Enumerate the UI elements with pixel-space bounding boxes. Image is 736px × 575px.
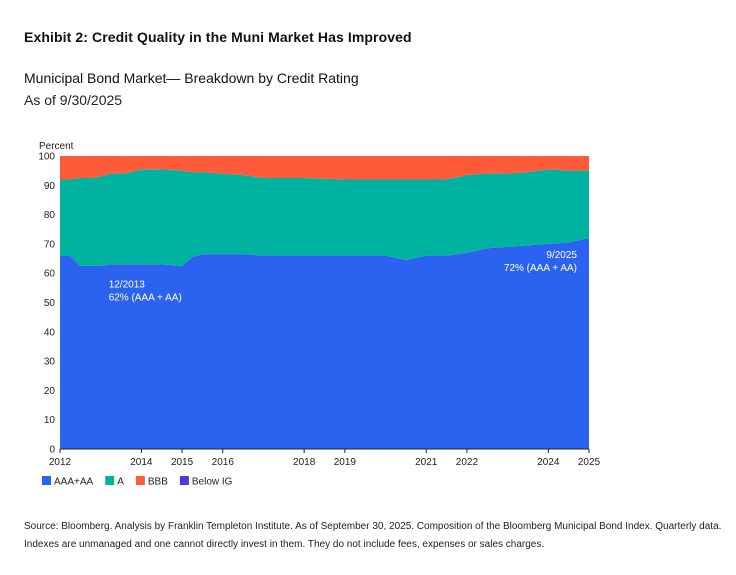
area-series-group: [60, 156, 589, 449]
exhibit-title: Exhibit 2: Credit Quality in the Muni Ma…: [24, 29, 412, 45]
annotation-value-0: 62% (AAA + AA): [109, 292, 182, 303]
x-tick-label: 2021: [415, 457, 438, 468]
chart-subtitle: As of 9/30/2025: [24, 92, 123, 108]
y-tick-label: 70: [44, 239, 56, 250]
annotation-date-1: 9/2025: [546, 250, 577, 261]
y-tick-label: 20: [44, 386, 56, 397]
x-tick-label: 2016: [212, 457, 235, 468]
credit-rating-area-chart: Percent 0 10 20 30 40 50 60 70 80 90 100 2012 2014 201…: [38, 141, 600, 488]
legend-swatch-2: [135, 476, 145, 485]
annotation-value-1: 72% (AAA + AA): [504, 263, 577, 274]
legend: AAA+AA A BBB Below IG: [42, 476, 233, 488]
x-tick-label: 2012: [49, 457, 72, 468]
y-tick-label: 0: [49, 445, 55, 456]
x-tick-label: 2019: [334, 457, 357, 468]
area-series-2: [60, 156, 589, 180]
y-tick-label: 100: [38, 152, 55, 163]
annotation-date-0: 12/2013: [109, 279, 146, 290]
annotations-group: 12/2013 62% (AAA + AA) 9/2025 72% (AAA + AA…: [109, 250, 578, 303]
legend-swatch-1: [105, 476, 115, 485]
x-tick-label: 2022: [456, 457, 479, 468]
area-series-0: [60, 238, 589, 449]
x-tick-label: 2018: [293, 457, 316, 468]
y-tick-label: 10: [44, 415, 56, 426]
y-axis-label: Percent: [39, 141, 74, 152]
y-tick-label: 90: [44, 181, 56, 192]
area-series-1: [60, 169, 589, 266]
x-tick-label: 2015: [171, 457, 194, 468]
x-tick-label: 2014: [130, 457, 153, 468]
legend-label-3: Below IG: [192, 477, 233, 488]
y-tick-label: 50: [44, 298, 56, 309]
legend-swatch-0: [42, 476, 51, 485]
legend-swatch-3: [179, 476, 189, 485]
axes-group: Percent 0 10 20 30 40 50 60 70 80 90 100 2012 2014 201…: [38, 141, 600, 468]
x-tick-label: 2025: [578, 457, 601, 468]
y-tick-label: 60: [44, 269, 56, 280]
chart-title: Municipal Bond Market— Breakdown by Cred…: [24, 70, 359, 86]
y-tick-label: 40: [44, 327, 56, 338]
source-note: Source: Bloomberg. Analysis by Franklin …: [24, 521, 722, 550]
legend-label-1: A: [117, 477, 124, 488]
legend-label-2: BBB: [148, 477, 168, 488]
legend-label-0: AAA+AA: [54, 477, 94, 488]
y-tick-label: 80: [44, 210, 56, 221]
y-tick-label: 30: [44, 357, 56, 368]
x-tick-label: 2024: [537, 457, 560, 468]
